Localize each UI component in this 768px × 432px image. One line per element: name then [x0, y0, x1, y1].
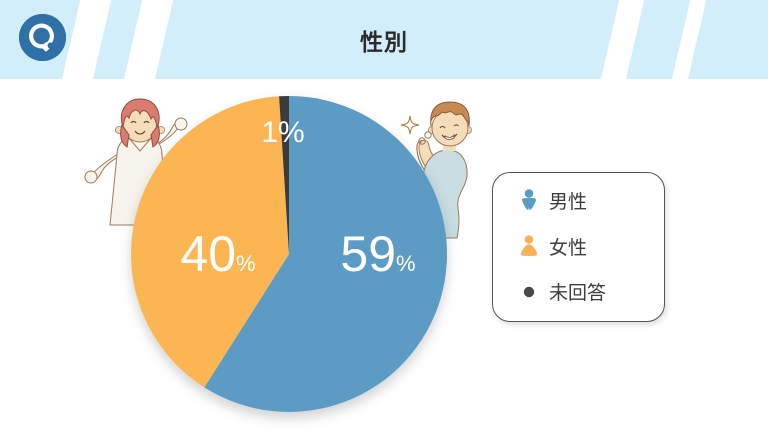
- svg-text:1%: 1%: [261, 116, 304, 149]
